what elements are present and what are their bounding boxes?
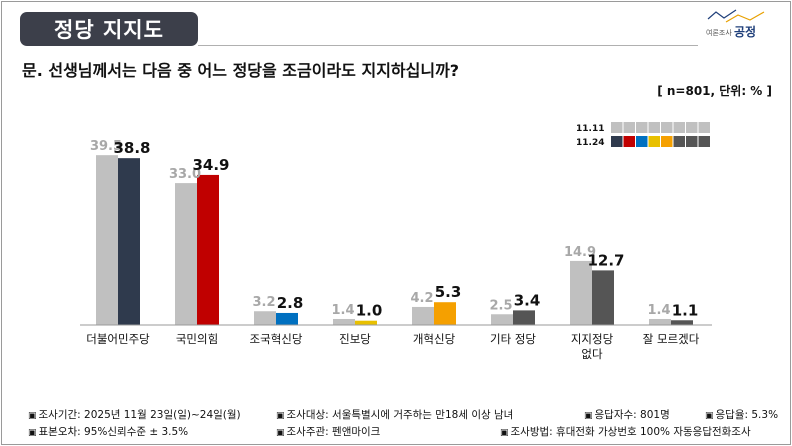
legend-swatch-curr-4 xyxy=(661,136,673,147)
data-label-prev-1: 33.0 xyxy=(169,167,201,182)
category-label-1: 국민의힘 xyxy=(176,332,218,346)
data-label-curr-6: 12.7 xyxy=(587,251,624,269)
footer-sponsor: ▣ 조사주관: 펜앤마이크 xyxy=(276,426,381,438)
data-label-curr-4: 5.3 xyxy=(435,283,462,301)
data-label-curr-0: 38.8 xyxy=(113,139,150,157)
data-label-prev-5: 2.5 xyxy=(489,298,512,313)
bar-prev-2 xyxy=(254,311,276,325)
legend-swatch-curr-5 xyxy=(673,136,685,147)
survey-question: 문. 선생님께서는 다음 중 어느 정당을 조금이라도 지지하십니까? xyxy=(22,61,460,80)
sample-unit-note: [ n=801, 단위: % ] xyxy=(657,84,772,98)
legend-label-curr: 11.24 xyxy=(576,138,604,148)
data-label-curr-5: 3.4 xyxy=(514,291,541,309)
legend-swatch-prev-4 xyxy=(661,122,673,133)
legend-swatch-curr-0 xyxy=(611,136,623,147)
data-label-curr-1: 34.9 xyxy=(192,156,229,174)
data-label-prev-4: 4.2 xyxy=(410,291,433,306)
footer-response-rate: ▣ 응답율: 5.3% xyxy=(705,409,779,421)
legend-swatch-prev-0 xyxy=(611,122,623,133)
data-label-prev-6: 14.9 xyxy=(564,245,596,260)
logo-sub-text: 여론조사 xyxy=(706,29,732,37)
footer-target: ▣ 조사대상: 서울특별시에 거주하는 만18세 이상 남녀 xyxy=(276,409,514,421)
data-label-prev-3: 1.4 xyxy=(331,303,354,318)
data-label-curr-7: 1.1 xyxy=(672,301,699,319)
bar-curr-5 xyxy=(513,310,535,325)
data-label-prev-2: 3.2 xyxy=(252,295,275,310)
legend-swatch-curr-1 xyxy=(623,136,635,147)
legend-swatch-prev-2 xyxy=(636,122,648,133)
bar-curr-1 xyxy=(197,174,219,325)
legend-swatch-prev-1 xyxy=(623,122,635,133)
bar-curr-7 xyxy=(671,320,693,325)
title-divider xyxy=(198,45,698,46)
legend-swatch-curr-7 xyxy=(698,136,710,147)
bar-curr-2 xyxy=(276,312,298,325)
logo-check-icon xyxy=(707,9,765,23)
bar-prev-7 xyxy=(649,318,671,325)
category-label-4: 개혁신당 xyxy=(413,332,456,346)
bar-prev-4 xyxy=(412,306,434,325)
legend-swatch-curr-3 xyxy=(648,136,660,147)
page-title: 정당 지지도 xyxy=(20,12,198,46)
category-label-2: 조국혁신당 xyxy=(250,332,303,346)
logo-main-text: 공정 xyxy=(734,25,757,39)
bar-prev-5 xyxy=(491,314,513,325)
legend-swatch-prev-5 xyxy=(673,122,685,133)
page-title-text: 정당 지지도 xyxy=(54,18,164,42)
footer-error: ▣ 표본오차: 95%신뢰수준 ± 3.5% xyxy=(28,426,189,438)
legend-swatch-curr-2 xyxy=(636,136,648,147)
data-label-curr-2: 2.8 xyxy=(277,294,304,312)
bar-curr-3 xyxy=(355,320,377,325)
footer-method: ▣ 조사방법: 휴대전화 가상번호 100% 자동응답전화조사 xyxy=(500,426,751,438)
data-label-prev-0: 39.5 xyxy=(90,139,122,154)
category-label-7: 잘 모르겠다 xyxy=(643,332,700,346)
data-label-prev-7: 1.4 xyxy=(647,303,670,318)
bar-prev-0 xyxy=(96,155,118,325)
legend-swatch-prev-6 xyxy=(686,122,698,133)
bar-curr-0 xyxy=(118,158,140,325)
legend-swatch-curr-6 xyxy=(686,136,698,147)
bar-prev-6 xyxy=(570,260,592,325)
legend-swatch-prev-3 xyxy=(648,122,660,133)
bar-curr-4 xyxy=(434,302,456,325)
category-label-6-0: 지지정당 xyxy=(571,332,614,346)
data-label-curr-3: 1.0 xyxy=(356,302,383,320)
legend-label-prev: 11.11 xyxy=(576,124,604,134)
footer-period: ▣ 조사기간: 2025년 11월 23일(일)~24일(월) xyxy=(28,409,241,421)
category-label-3: 진보당 xyxy=(339,332,371,346)
category-label-5: 기타 정당 xyxy=(490,332,536,346)
bar-prev-1 xyxy=(175,183,197,325)
pollster-logo: 여론조사 공정 xyxy=(706,9,778,43)
footer-respondents: ▣ 응답자수: 801명 xyxy=(584,409,670,421)
category-label-0: 더불어민주당 xyxy=(86,332,150,346)
legend-swatch-prev-7 xyxy=(698,122,710,133)
bar-curr-6 xyxy=(592,270,614,325)
category-label-6-1: 없다 xyxy=(581,347,603,361)
bar-prev-3 xyxy=(333,318,355,325)
